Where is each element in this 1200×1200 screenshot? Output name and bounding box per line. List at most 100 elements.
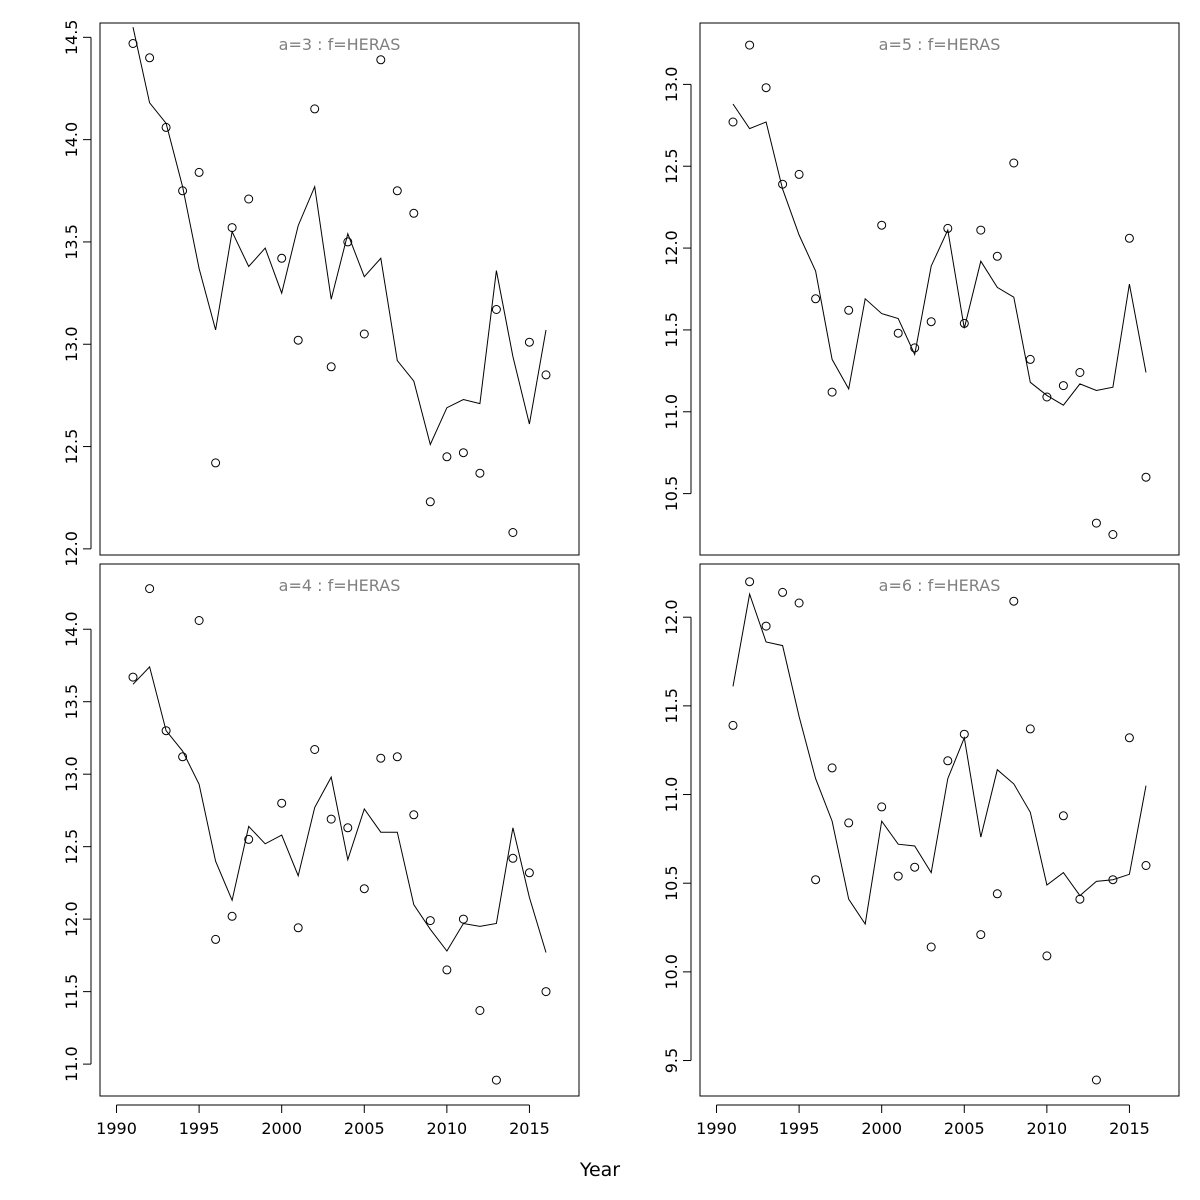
observed-point (877, 802, 887, 812)
observed-point (1042, 951, 1052, 961)
observed-point (491, 305, 501, 314)
observed-point (145, 53, 155, 63)
observed-point (277, 253, 287, 263)
y-tick-label: 13.0 (62, 756, 81, 792)
observed-point (128, 672, 138, 682)
x-tick-label: 2000 (861, 1119, 902, 1138)
observed-point (811, 875, 821, 885)
observed-point (392, 186, 402, 196)
observed-point (376, 753, 386, 763)
observed-point (992, 889, 1002, 899)
observed-point (1141, 861, 1151, 870)
observed-point (893, 328, 903, 338)
x-tick-label: 2005 (944, 1119, 985, 1138)
observed-point (761, 83, 771, 93)
observed-point (959, 318, 969, 328)
observed-point (409, 810, 419, 820)
plot-frame (99, 563, 580, 1097)
observed-point (211, 458, 221, 468)
observed-point (926, 317, 936, 327)
observed-point (293, 923, 303, 933)
observed-point (425, 916, 435, 926)
y-tick-label: 11.0 (662, 394, 681, 430)
fitted-line (132, 665, 547, 953)
y-tick-label: 10.0 (662, 954, 681, 990)
y-tick-label: 12.0 (662, 230, 681, 266)
x-tick-label: 1995 (779, 1119, 820, 1138)
observed-point (376, 55, 386, 65)
observed-point (541, 987, 551, 997)
observed-point (128, 39, 138, 48)
observed-point (194, 616, 204, 625)
x-tick-label: 2015 (509, 1119, 550, 1138)
observed-point (442, 452, 452, 462)
observed-point (442, 965, 452, 975)
panel-title: a=6 : f=HERAS (879, 576, 1001, 595)
observed-point (1124, 733, 1134, 743)
y-tick-label: 14.0 (62, 611, 81, 647)
observed-point (761, 621, 771, 631)
observed-point (343, 237, 353, 247)
y-tick-label: 12.0 (62, 901, 81, 937)
observed-point (910, 343, 920, 353)
observed-point (524, 337, 534, 347)
observed-point (992, 251, 1002, 261)
observed-point (541, 370, 551, 380)
observed-point (145, 584, 155, 594)
observed-point (425, 497, 435, 507)
panel-age-4: a=4 : f=HERAS 11.0 11.5 12.0 12.5 13.0 13.5 14.… (62, 563, 580, 1138)
observed-point (161, 726, 171, 736)
x-tick-label: 2010 (427, 1119, 468, 1138)
x-tick-label: 1995 (179, 1119, 220, 1138)
x-axis-title: Year (579, 1159, 620, 1181)
y-tick-label: 11.0 (62, 1046, 81, 1082)
observed-point (811, 294, 821, 304)
observed-point (343, 823, 353, 833)
y-tick-label: 13.5 (62, 224, 81, 260)
observed-point (211, 934, 221, 944)
observed-point (244, 834, 254, 844)
fitted-line (732, 592, 1147, 926)
panel-title: a=3 : f=HERAS (279, 35, 401, 54)
observed-point (943, 756, 953, 766)
y-tick-label: 13.0 (662, 67, 681, 103)
observed-point (728, 117, 738, 127)
y-tick-label: 11.5 (62, 974, 81, 1010)
observed-point (508, 853, 518, 863)
x-tick-label: 2010 (1027, 1119, 1068, 1138)
observed-point (976, 930, 986, 940)
observed-point (1075, 368, 1085, 377)
observed-point (827, 387, 837, 397)
plot-frame (699, 563, 1180, 1097)
observed-point (1009, 158, 1019, 168)
plot-frame (699, 22, 1180, 556)
y-tick-label: 10.5 (662, 476, 681, 512)
observed-point (926, 942, 936, 952)
observed-point (910, 862, 920, 872)
observed-point (409, 208, 419, 218)
observed-point (1108, 530, 1118, 539)
panel-title: a=4 : f=HERAS (279, 576, 401, 595)
observed-point (508, 528, 518, 537)
observed-point (1091, 518, 1101, 528)
y-tick-label: 11.5 (662, 312, 681, 348)
y-tick-label: 12.0 (662, 599, 681, 635)
x-tick-label: 2015 (1109, 1119, 1150, 1138)
x-tick-label: 1990 (696, 1119, 737, 1138)
observed-point (1058, 381, 1068, 391)
y-tick-label: 11.0 (662, 777, 681, 813)
panel-age-3: a=3 : f=HERAS 12.0 12.5 13.0 13.5 14.0 14.5 (62, 20, 580, 567)
fitted-line (732, 103, 1147, 406)
observed-point (475, 468, 485, 478)
observed-point (1108, 875, 1118, 885)
fitted-line (132, 26, 547, 446)
y-tick-label: 13.5 (62, 684, 81, 720)
observed-point (1124, 233, 1134, 243)
observed-point (778, 179, 788, 189)
observed-point (844, 818, 854, 828)
observed-point (491, 1075, 501, 1085)
observed-point (326, 814, 336, 824)
observed-point (1141, 472, 1151, 482)
observed-point (194, 167, 204, 177)
observed-point (1075, 894, 1085, 904)
